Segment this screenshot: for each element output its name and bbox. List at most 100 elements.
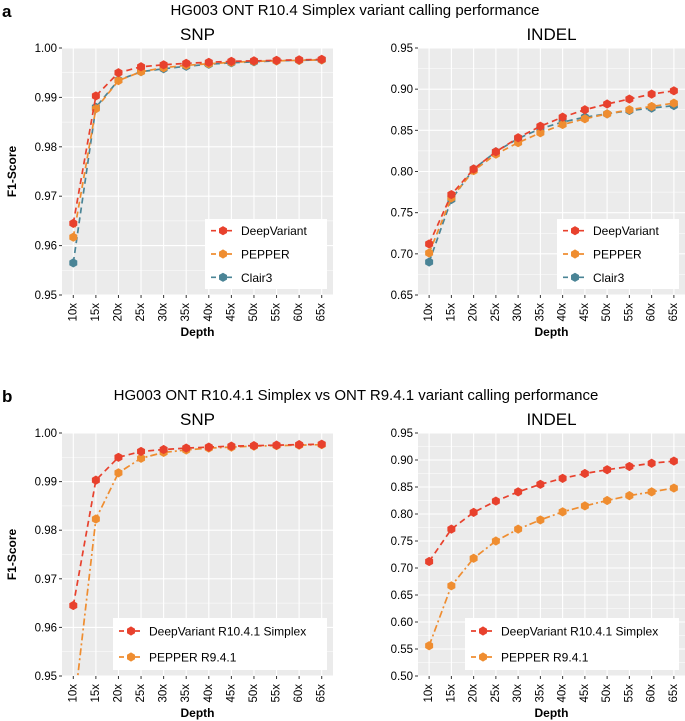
x-tick-label: 20x xyxy=(468,303,480,322)
data-area xyxy=(69,439,326,719)
data-point xyxy=(625,491,634,501)
legend-label: DeepVariant R10.4.1 Simplex xyxy=(149,625,306,639)
legend-box xyxy=(465,618,679,670)
series-deepvariant-r10-4-1-simplex xyxy=(425,456,678,567)
series-pepper-r9-4-1 xyxy=(425,483,678,651)
data-point xyxy=(536,479,545,489)
y-tick-label: 1.00 xyxy=(35,428,57,440)
y-tick-label: 0.97 xyxy=(35,574,57,586)
data-point xyxy=(625,94,634,104)
data-point xyxy=(491,496,500,506)
data-point xyxy=(491,536,500,546)
data-point xyxy=(536,515,545,525)
data-point xyxy=(249,441,258,451)
data-point xyxy=(425,556,434,567)
y-tick-label: 0.95 xyxy=(391,428,413,440)
chart-title: INDEL xyxy=(526,410,576,429)
x-tick-label: 25x xyxy=(490,684,502,703)
data-point xyxy=(491,147,500,157)
x-tick-label: 65x xyxy=(668,303,680,322)
data-point xyxy=(469,164,478,174)
x-tick-label: 55x xyxy=(271,684,283,703)
data-point xyxy=(669,86,678,96)
x-tick-label: 40x xyxy=(557,303,569,322)
data-point xyxy=(558,473,567,483)
data-point xyxy=(425,257,434,267)
data-point xyxy=(536,121,545,131)
legend: DeepVariant R10.4.1 Simplex PEPPER R9.4.1 xyxy=(465,618,679,670)
x-tick-label: 55x xyxy=(623,684,635,703)
legend-label: Clair3 xyxy=(241,271,273,285)
x-tick-label: 15x xyxy=(445,684,457,703)
x-tick-label: 35x xyxy=(534,684,546,703)
data-point xyxy=(114,68,123,78)
data-point xyxy=(603,109,612,119)
data-point xyxy=(227,441,236,451)
panel-letter-a: a xyxy=(2,2,12,21)
data-point xyxy=(558,507,567,517)
y-tick-label: 0.96 xyxy=(35,241,57,253)
data-point xyxy=(580,105,589,115)
data-point xyxy=(580,114,589,124)
data-point xyxy=(447,524,456,534)
data-point xyxy=(536,128,545,138)
series-line xyxy=(428,104,674,263)
x-tick-label: 40x xyxy=(203,303,215,322)
y-tick-label: 0.80 xyxy=(391,167,413,179)
x-tick-label: 50x xyxy=(248,684,260,703)
data-point xyxy=(295,440,304,450)
x-tick-label: 30x xyxy=(512,684,524,703)
y-axis-label: F1-Score xyxy=(5,146,19,198)
data-point xyxy=(69,232,78,242)
y-tick-label: 0.95 xyxy=(35,290,57,302)
y-tick-label: 0.90 xyxy=(391,455,413,467)
legend-swatch-marker xyxy=(219,272,227,282)
x-tick-label: 45x xyxy=(225,684,237,703)
chart-title: INDEL xyxy=(526,25,576,44)
data-point xyxy=(603,465,612,475)
data-point xyxy=(137,62,146,72)
y-tick-label: 0.85 xyxy=(391,482,413,494)
data-point xyxy=(204,442,213,452)
x-tick-label: 15x xyxy=(445,303,457,322)
chart-title: SNP xyxy=(180,410,215,429)
legend-swatch-marker xyxy=(479,626,487,636)
series-deepvariant-r10-4-1-simplex xyxy=(69,439,326,611)
y-tick-label: 0.75 xyxy=(391,536,413,548)
data-point xyxy=(625,105,634,115)
y-tick-label: 0.98 xyxy=(35,142,57,154)
panel-title-b: HG003 ONT R10.4.1 Simplex vs ONT R9.4.1 … xyxy=(114,387,599,404)
y-tick-label: 0.95 xyxy=(35,671,57,683)
x-tick-label: 30x xyxy=(158,303,170,322)
data-area xyxy=(425,86,678,267)
x-tick-label: 35x xyxy=(180,684,192,703)
data-area xyxy=(69,54,326,268)
data-point xyxy=(69,600,78,611)
x-tick-label: 55x xyxy=(271,303,283,322)
panel-title-a: HG003 ONT R10.4 Simplex variant calling … xyxy=(170,2,539,19)
x-tick-label: 45x xyxy=(579,303,591,322)
x-tick-label: 10x xyxy=(423,684,435,703)
data-point xyxy=(137,446,146,457)
y-tick-label: 0.99 xyxy=(35,477,57,489)
legend-swatch-marker xyxy=(127,652,135,662)
data-point xyxy=(69,710,77,719)
x-tick-label: 25x xyxy=(135,303,147,322)
data-point xyxy=(249,56,258,66)
chart-b-indel: 0.50 0.55 0.60 0.65 0.70 0.75 0.80 0.85 0.90 0.95… xyxy=(391,410,685,720)
x-tick-label: 45x xyxy=(225,303,237,322)
x-tick-label: 35x xyxy=(180,303,192,322)
x-tick-label: 15x xyxy=(90,684,102,703)
y-tick-label: 0.75 xyxy=(391,208,413,220)
data-point xyxy=(469,553,478,563)
data-point xyxy=(558,112,567,122)
x-tick-label: 40x xyxy=(557,684,569,703)
x-tick-label: 50x xyxy=(601,303,613,322)
data-point xyxy=(603,495,612,506)
x-tick-label: 60x xyxy=(646,684,658,703)
data-point xyxy=(159,60,168,70)
x-tick-label: 20x xyxy=(112,684,124,703)
series-deepvariant xyxy=(425,86,678,249)
x-tick-label: 10x xyxy=(67,684,79,703)
